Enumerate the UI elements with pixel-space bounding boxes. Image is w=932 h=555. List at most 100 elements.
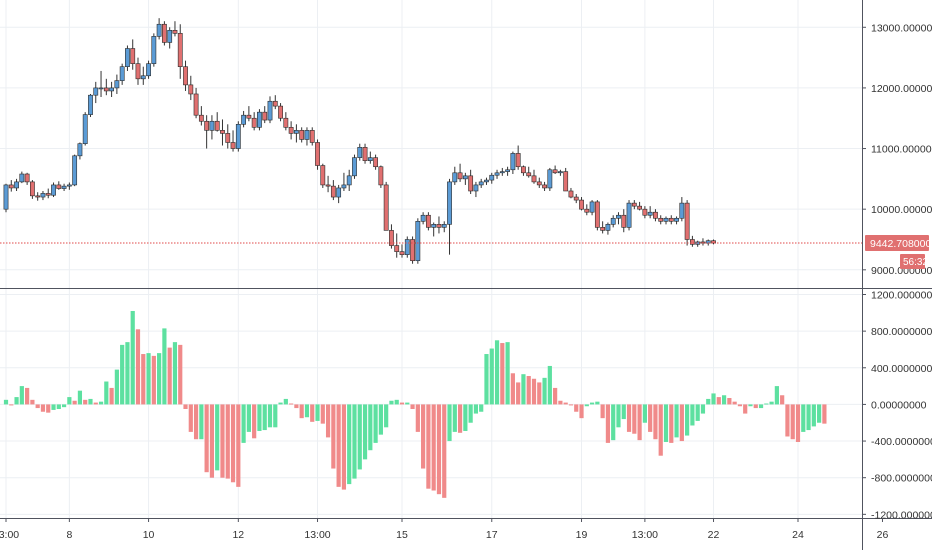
candle bbox=[45, 188, 51, 199]
histogram-bar bbox=[436, 404, 442, 495]
histogram-bar bbox=[706, 398, 711, 405]
histogram-bar bbox=[9, 404, 14, 406]
histogram-bar bbox=[3, 399, 9, 405]
histogram-bar bbox=[442, 404, 447, 498]
candle bbox=[88, 93, 93, 118]
candle bbox=[505, 166, 510, 176]
histogram-bar bbox=[299, 404, 304, 419]
histogram-bar bbox=[457, 404, 463, 433]
histogram-bar bbox=[352, 404, 357, 479]
histogram-bar bbox=[368, 404, 373, 451]
indicator-panel bbox=[3, 310, 827, 498]
histogram-bar bbox=[77, 390, 83, 405]
candle bbox=[473, 181, 479, 198]
candle bbox=[357, 143, 363, 161]
candle bbox=[241, 110, 246, 128]
candle bbox=[653, 209, 658, 222]
histogram-bar bbox=[61, 404, 67, 408]
candle bbox=[478, 178, 484, 188]
histogram-bar bbox=[553, 387, 558, 405]
histogram-bar bbox=[141, 354, 146, 405]
histogram-bar bbox=[135, 329, 141, 405]
last-price-badge: 9442.70800012 bbox=[865, 234, 932, 251]
candle bbox=[616, 212, 621, 225]
histogram-bar bbox=[215, 404, 220, 471]
indicator-tick-label: -1200.00000000 bbox=[871, 509, 932, 521]
histogram-bar bbox=[46, 404, 51, 413]
histogram-bar bbox=[637, 404, 642, 441]
histogram-bar bbox=[743, 404, 748, 414]
histogram-bar bbox=[489, 348, 494, 405]
histogram-bar bbox=[162, 328, 167, 405]
histogram-bar bbox=[362, 404, 368, 460]
price-panel bbox=[0, 18, 862, 264]
histogram-bar bbox=[648, 404, 653, 432]
histogram-bar bbox=[98, 401, 104, 405]
candle bbox=[711, 239, 716, 245]
candle bbox=[183, 60, 188, 91]
candle bbox=[66, 182, 72, 190]
histogram-bar bbox=[600, 404, 605, 419]
histogram-bar bbox=[531, 378, 537, 405]
candle bbox=[24, 172, 30, 185]
histogram-bar bbox=[257, 404, 262, 431]
grid-layer bbox=[0, 0, 862, 518]
candle bbox=[304, 127, 310, 146]
histogram-bar bbox=[25, 387, 30, 405]
histogram-bar bbox=[674, 404, 679, 438]
histogram-bar bbox=[764, 403, 769, 405]
price-tick-label: 12000.00000000 bbox=[871, 83, 932, 95]
candle bbox=[378, 165, 384, 188]
histogram-bar bbox=[685, 404, 690, 436]
candle bbox=[325, 175, 331, 193]
histogram-bar bbox=[399, 402, 405, 405]
indicator-tick-label: 800.00000000 bbox=[871, 326, 932, 338]
candle bbox=[637, 201, 642, 211]
candle bbox=[557, 169, 563, 176]
candle bbox=[162, 21, 167, 46]
candle bbox=[14, 178, 19, 191]
candle bbox=[647, 206, 653, 219]
histogram-bar bbox=[711, 393, 716, 405]
histogram-bar bbox=[505, 342, 510, 405]
histogram-bar bbox=[621, 404, 626, 420]
histogram-bar bbox=[526, 376, 531, 405]
histogram-bar bbox=[262, 404, 267, 431]
countdown-badge: 56:32 bbox=[900, 253, 928, 269]
histogram-bar bbox=[120, 344, 125, 405]
candle bbox=[663, 216, 669, 225]
x-tick-label: 15 bbox=[396, 529, 408, 541]
x-tick-label: 13:00 bbox=[304, 529, 330, 541]
candle bbox=[188, 75, 194, 101]
histogram-bar bbox=[790, 404, 795, 440]
histogram-bar bbox=[67, 397, 72, 405]
histogram-bar bbox=[294, 404, 299, 409]
histogram-bar bbox=[547, 365, 552, 405]
price-tick-label: 10000.00000000 bbox=[871, 204, 932, 216]
histogram-bar bbox=[568, 404, 574, 406]
indicator-tick-label: 1200.00000000 bbox=[871, 289, 932, 301]
candle bbox=[8, 180, 14, 192]
histogram-bar bbox=[468, 404, 473, 423]
candle bbox=[399, 244, 405, 258]
candle bbox=[579, 197, 584, 211]
histogram-bar bbox=[737, 404, 743, 407]
candle bbox=[278, 103, 283, 122]
histogram-bar bbox=[700, 404, 706, 414]
candle bbox=[536, 177, 542, 188]
candle bbox=[431, 222, 437, 237]
histogram-bar bbox=[473, 404, 479, 414]
candle bbox=[119, 63, 125, 85]
histogram-bar bbox=[574, 404, 579, 412]
candle bbox=[135, 57, 141, 85]
indicator-tick-label: 0.00000000 bbox=[871, 399, 927, 411]
histogram-bar bbox=[780, 395, 785, 405]
histogram-bar bbox=[785, 404, 790, 437]
histogram-bar bbox=[325, 404, 331, 438]
candle bbox=[288, 121, 294, 140]
histogram-bar bbox=[220, 404, 225, 478]
histogram-bar bbox=[204, 404, 209, 473]
candle bbox=[367, 151, 373, 164]
candle bbox=[631, 200, 637, 210]
candle bbox=[309, 127, 315, 146]
